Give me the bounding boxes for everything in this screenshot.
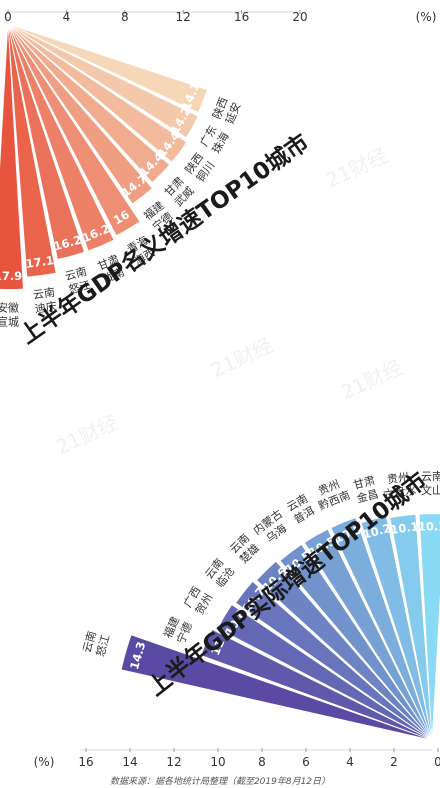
axis-tick-label: 14 <box>122 755 137 769</box>
real-growth-chart: 1614121086420(%)10.1云南文山10.1贵州六盘水10.2甘肃金… <box>34 467 440 769</box>
watermark: 21财经 <box>52 410 121 459</box>
axis-tick-label: 6 <box>302 755 310 769</box>
category-label: 金昌 <box>355 486 380 505</box>
axis-tick-label: 16 <box>234 10 249 24</box>
axis-unit: (%) <box>416 10 437 24</box>
axis-tick-label: 20 <box>292 10 307 24</box>
axis-tick-label: 12 <box>176 10 191 24</box>
chart-bar <box>120 634 429 740</box>
axis-tick-label: 0 <box>434 755 440 769</box>
watermark: 21财经 <box>322 143 391 192</box>
axis-tick-label: 4 <box>346 755 354 769</box>
axis-tick-label: 16 <box>78 755 93 769</box>
value-label: 10.1 <box>390 519 420 537</box>
value-label: 16 <box>111 207 132 227</box>
category-label: 云南 <box>80 629 99 654</box>
watermark: 21财经 <box>207 333 276 382</box>
value-label: 17.1 <box>25 253 55 271</box>
source-note: 数据来源：据各地统计局整理（截至2019年8月12日） <box>109 777 331 787</box>
axis-unit: (%) <box>34 755 55 769</box>
category-label: 宣城 <box>0 314 19 328</box>
category-label: 甘肃 <box>352 474 377 492</box>
axis-tick-label: 2 <box>390 755 398 769</box>
category-label: 安徽 <box>0 300 19 314</box>
axis-tick-label: 8 <box>121 10 129 24</box>
axis-tick-label: 10 <box>210 755 225 769</box>
axis-tick-label: 12 <box>166 755 181 769</box>
category-label: 文山 <box>421 483 440 497</box>
nominal-growth-chart: 048121620(%)17.9安徽宣城17.1云南迪庆16.2云南怒江16.2… <box>0 10 436 349</box>
value-label: 17.9 <box>0 269 22 283</box>
category-label: 云南 <box>32 286 56 302</box>
value-label: 11 <box>208 637 227 657</box>
category-label: 贵州 <box>386 471 409 487</box>
axis-tick-label: 0 <box>4 10 12 24</box>
category-label: 怒江 <box>67 277 92 296</box>
axis-tick-label: 8 <box>258 755 266 769</box>
category-label: 怒江 <box>93 633 113 658</box>
category-label: 云南 <box>421 470 440 483</box>
category-label: 六盘水 <box>383 483 418 501</box>
category-label: 云南 <box>64 265 89 283</box>
watermark: 21财经 <box>337 355 406 404</box>
chart-bar <box>11 24 208 113</box>
axis-tick-label: 4 <box>63 10 71 24</box>
category-label: 迪庆 <box>34 299 58 316</box>
value-label: 10.1 <box>418 519 440 533</box>
